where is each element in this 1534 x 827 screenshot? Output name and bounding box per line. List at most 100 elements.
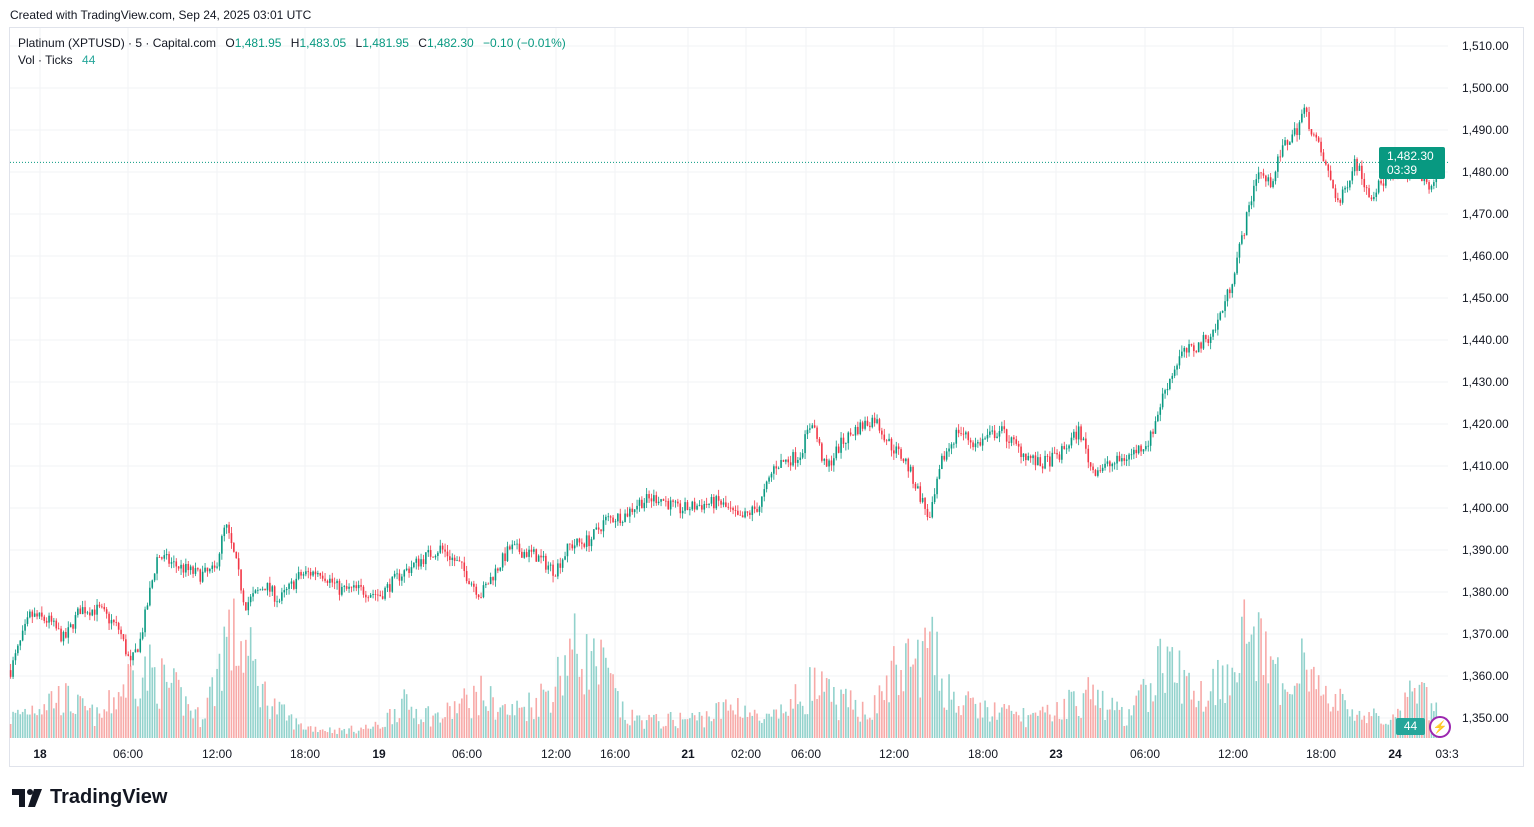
candle (573, 545, 576, 549)
symbol-title[interactable]: Platinum (XPTUSD) · 5 · Capital.com (18, 36, 217, 50)
candle (981, 438, 984, 446)
candle (789, 462, 792, 466)
candle (1260, 172, 1262, 174)
candle (770, 473, 773, 478)
candle (919, 486, 922, 502)
candle (785, 459, 787, 462)
candle (199, 569, 202, 582)
candle (840, 437, 842, 453)
candle (1181, 351, 1183, 357)
candle (609, 516, 612, 518)
candle (273, 586, 276, 602)
volume-bar (782, 713, 785, 738)
volume-bar (57, 685, 60, 738)
volume-label[interactable]: Vol · Ticks (18, 53, 73, 67)
volume-bar (1118, 709, 1121, 738)
volume-bar (1003, 703, 1006, 738)
volume-bar (329, 727, 331, 738)
volume-bar (537, 716, 540, 738)
volume-bar (1164, 692, 1166, 738)
candle (936, 478, 938, 495)
volume-bar (1382, 724, 1385, 738)
candle (830, 460, 833, 466)
volume-bar (645, 720, 648, 738)
volume-bar (1238, 673, 1241, 738)
candle (1056, 452, 1058, 455)
volume-bar (648, 714, 650, 738)
volume-bar (379, 728, 382, 738)
volume-bar (317, 732, 319, 738)
candle (871, 417, 874, 428)
volume-bar (1202, 711, 1205, 738)
volume-bar (787, 715, 790, 738)
volume-bar (1296, 683, 1298, 738)
volume-bar (1361, 719, 1363, 738)
volume-bar (1217, 659, 1219, 738)
candle (813, 425, 816, 428)
volume-bar (79, 696, 82, 738)
volume-bar (211, 677, 214, 738)
candle (259, 589, 262, 591)
volume-bar (837, 720, 840, 738)
volume-bar (381, 727, 384, 738)
candle (523, 552, 526, 558)
volume-bar (693, 715, 696, 738)
candle (713, 497, 715, 509)
volume-bar (1281, 683, 1284, 738)
volume-bar (561, 695, 564, 738)
volume-bar (921, 641, 924, 738)
candle (329, 578, 331, 583)
candle (653, 495, 655, 502)
candle (705, 503, 708, 505)
volume-bar (271, 706, 274, 738)
candle (643, 502, 646, 509)
volume-bar (912, 664, 914, 738)
volume-bar (1113, 710, 1116, 738)
candle (1075, 431, 1078, 440)
volume-bar (629, 725, 631, 738)
tradingview-logo[interactable]: TradingView (12, 786, 167, 809)
candle (312, 571, 314, 576)
volume-bar (1077, 716, 1080, 738)
candle (1303, 107, 1306, 114)
candle (845, 443, 847, 444)
time-tick-label: 21 (681, 747, 695, 761)
candle (441, 545, 444, 550)
candle (746, 511, 749, 513)
volume-bar (1209, 691, 1212, 738)
volume-bar (674, 726, 677, 738)
candle (525, 552, 528, 557)
volume-bar (468, 708, 470, 738)
candle (1298, 122, 1301, 136)
volume-bar (1315, 689, 1318, 738)
price-tick-label: 1,510.00 (1462, 39, 1509, 53)
volume-bar (237, 665, 240, 738)
volume-bar (583, 694, 586, 738)
candle (734, 510, 737, 511)
candle (674, 501, 677, 503)
candle (1058, 454, 1061, 460)
volume-bar (185, 696, 187, 738)
candle (55, 620, 58, 629)
volume-bar (84, 705, 86, 738)
volume-bar (19, 714, 22, 738)
volume-bar (883, 700, 886, 738)
candle (984, 438, 986, 440)
lightning-icon[interactable]: ⚡ (1429, 716, 1451, 738)
candle (1363, 178, 1366, 188)
volume-bar (801, 705, 804, 738)
candle (1327, 164, 1330, 171)
candle (101, 606, 103, 608)
candle (1053, 452, 1056, 454)
volume-bar (509, 715, 511, 738)
volume-bar (821, 671, 823, 738)
volume-bar (1133, 705, 1135, 738)
candle (681, 510, 684, 514)
candle (617, 513, 619, 522)
volume-bar (609, 673, 612, 738)
candle (300, 572, 302, 576)
volume-bar (444, 717, 446, 738)
candle (739, 514, 742, 516)
candle (129, 655, 132, 661)
